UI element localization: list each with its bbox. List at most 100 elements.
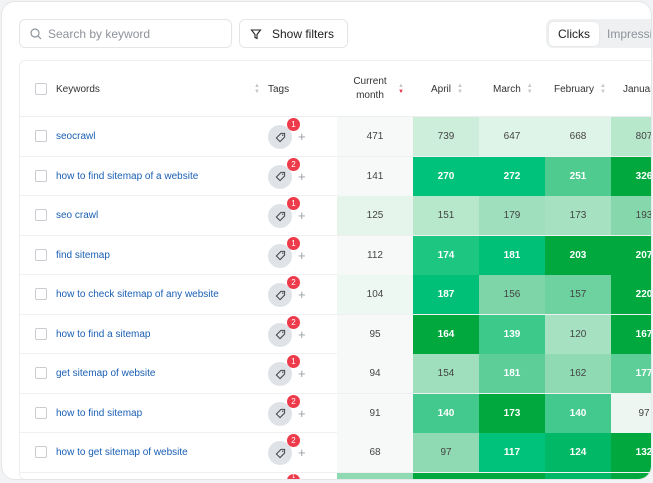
month-cell: 326: [611, 156, 651, 196]
row-checkbox[interactable]: [35, 248, 47, 261]
keyword-link[interactable]: get sitemap of website: [56, 368, 156, 379]
month-cell: 132: [611, 433, 651, 472]
month-cell: 124: [545, 433, 611, 472]
sort-icon[interactable]: ▲ ▼: [526, 83, 533, 95]
tag-icon: [275, 171, 285, 182]
current-month-cell: 91: [337, 393, 413, 433]
header-march[interactable]: March ▲ ▼: [493, 83, 533, 95]
select-all-checkbox[interactable]: [35, 83, 47, 95]
header-january[interactable]: January: [623, 83, 651, 95]
row-checkbox[interactable]: [35, 406, 47, 419]
tag-icon: [275, 290, 285, 300]
month-cell: 97: [413, 433, 479, 472]
add-tag-icon[interactable]: +: [298, 445, 306, 460]
month-cell: 177: [611, 354, 651, 393]
table-header: Keywords ▲ ▼ Tags Current month ▲ ▼ April ▲…: [20, 61, 651, 117]
month-cell: 179: [479, 196, 545, 235]
add-tag-icon[interactable]: +: [298, 129, 306, 144]
table-row: how to check sitemap of any website +2 104…: [20, 275, 651, 315]
keyword-link[interactable]: seo crawl: [56, 210, 99, 221]
month-cell: 181: [479, 354, 545, 393]
month-cell: 174: [413, 235, 479, 275]
month-cell: 181: [479, 235, 545, 275]
tag-count-badge: 1: [287, 197, 300, 210]
row-checkbox[interactable]: [35, 209, 47, 221]
keyword-link[interactable]: how to find a sitemap: [56, 328, 151, 340]
month-cell: [545, 472, 611, 479]
search-box[interactable]: [19, 19, 232, 48]
sort-current-month-icon[interactable]: ▲ ▼: [398, 83, 404, 95]
tag-icon: [275, 448, 285, 458]
row-checkbox[interactable]: [35, 327, 47, 340]
keyword-link[interactable]: how to find sitemap: [56, 407, 143, 419]
keyword-link[interactable]: how to check sitemap of any website: [56, 289, 219, 300]
keyword-link[interactable]: how to get sitemap of website: [56, 447, 188, 458]
tag-count-badge: 1: [287, 355, 300, 368]
tag-count-badge: 2: [287, 315, 300, 329]
tab-impressions[interactable]: Impressions: [607, 26, 652, 41]
add-tag-icon[interactable]: +: [298, 247, 306, 263]
row-checkbox[interactable]: [35, 367, 47, 379]
tag-icon: [275, 132, 285, 142]
row-checkbox[interactable]: [35, 130, 47, 142]
add-tag-icon[interactable]: +: [298, 366, 306, 381]
current-month-cell: 104: [337, 275, 413, 314]
sort-icon[interactable]: ▲ ▼: [600, 83, 606, 95]
keywords-table: Keywords ▲ ▼ Tags Current month ▲ ▼ April ▲…: [19, 60, 651, 479]
month-cell: 117: [479, 433, 545, 472]
month-cell: 251: [545, 156, 611, 196]
month-cell: 173: [545, 196, 611, 235]
tag-icon: [275, 250, 285, 261]
month-cell: 270: [413, 156, 479, 196]
row-checkbox[interactable]: [35, 169, 47, 182]
filter-icon: [250, 28, 262, 39]
month-cell: 187: [413, 275, 479, 314]
tag-count-badge: 2: [287, 157, 300, 171]
month-cell: 154: [413, 354, 479, 393]
table-row: how to find sitemap of a website +2 141 270…: [20, 156, 651, 196]
month-cell: 220: [611, 275, 651, 314]
current-month-cell: 68: [337, 433, 413, 472]
tag-count-badge: 2: [287, 394, 300, 408]
month-cell: 140: [413, 393, 479, 433]
month-cell: 139: [479, 314, 545, 354]
add-tag-icon[interactable]: +: [298, 405, 306, 421]
current-month-cell: 125: [337, 196, 413, 235]
tag-icon: [275, 369, 285, 379]
table-row: seocrawl +1 471 739 647 668 807: [20, 117, 651, 157]
tag-count-badge: 1: [287, 118, 300, 131]
keyword-link[interactable]: how to find sitemap of a website: [56, 170, 199, 182]
tag-count-badge: 2: [287, 434, 300, 447]
table-row: find sitemap +1 112 174 181 203 207: [20, 235, 651, 275]
month-cell: 164: [413, 314, 479, 354]
keyword-link[interactable]: find sitemap: [56, 249, 110, 261]
month-cell: 167: [611, 314, 651, 354]
tab-clicks[interactable]: Clicks: [549, 21, 599, 46]
keyword-link[interactable]: seocrawl: [56, 131, 96, 142]
table-row: how to get sitemap of website +2 68 97 117 12…: [20, 433, 651, 473]
current-month-cell: 94: [337, 354, 413, 393]
sort-keywords-icon[interactable]: ▲ ▼: [254, 83, 260, 95]
tag-icon: [275, 329, 285, 340]
add-tag-icon[interactable]: +: [298, 208, 306, 223]
show-filters-button[interactable]: Show filters: [239, 19, 348, 48]
add-tag-icon[interactable]: +: [298, 168, 306, 184]
table-row: 1: [20, 472, 651, 479]
month-cell: 739: [413, 117, 479, 156]
row-checkbox[interactable]: [35, 446, 47, 458]
header-current-month[interactable]: Current month: [353, 76, 387, 101]
row-checkbox[interactable]: [35, 288, 47, 300]
header-keywords[interactable]: Keywords: [56, 83, 100, 95]
header-april[interactable]: April ▲ ▼: [431, 83, 463, 95]
header-february[interactable]: February ▲ ▼: [554, 83, 606, 95]
month-cell: 647: [479, 117, 545, 156]
month-cell: 807: [611, 117, 651, 156]
add-tag-icon[interactable]: +: [298, 287, 306, 302]
month-cell: 207: [611, 235, 651, 275]
metric-toggle: Clicks Impressions: [546, 19, 652, 48]
add-tag-icon[interactable]: +: [298, 326, 306, 342]
sort-icon[interactable]: ▲ ▼: [457, 83, 463, 95]
search-input[interactable]: [48, 26, 218, 41]
header-tags: Tags: [268, 83, 290, 95]
